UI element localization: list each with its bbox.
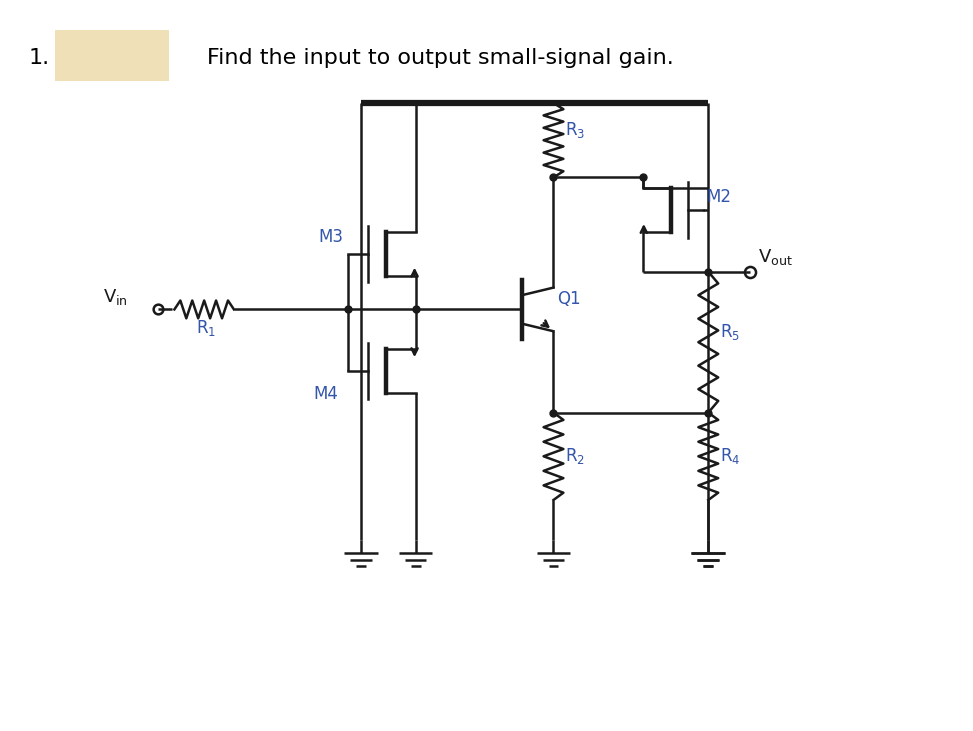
Text: V$_{\rm in}$: V$_{\rm in}$ [103, 287, 127, 308]
Text: R$_1$: R$_1$ [197, 318, 216, 338]
Text: V$_{\rm out}$: V$_{\rm out}$ [758, 247, 793, 267]
Text: R$_5$: R$_5$ [720, 322, 740, 342]
Bar [55, 29, 169, 81]
Text: M2: M2 [706, 189, 732, 206]
Text: Find the input to output small-signal gain.: Find the input to output small-signal ga… [207, 48, 674, 69]
Text: R$_3$: R$_3$ [565, 121, 586, 140]
Text: M3: M3 [318, 228, 343, 246]
Text: Q1: Q1 [558, 290, 581, 308]
Text: M4: M4 [313, 385, 339, 403]
Text: R$_2$: R$_2$ [565, 446, 586, 466]
Text: R$_4$: R$_4$ [720, 446, 740, 466]
Text: 1.: 1. [28, 48, 50, 69]
